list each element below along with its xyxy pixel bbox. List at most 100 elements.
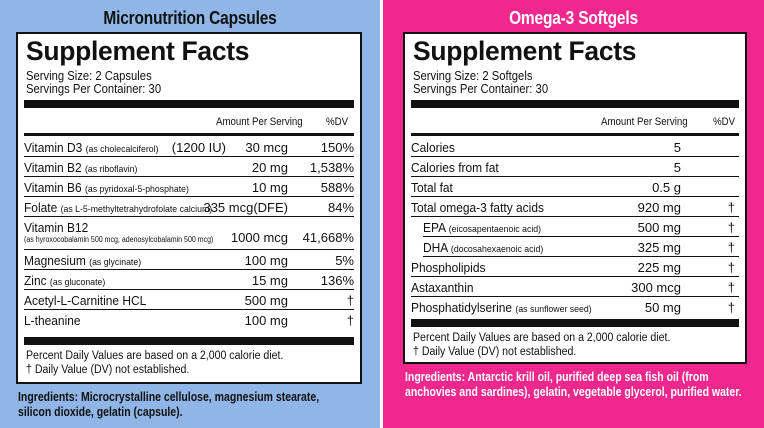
nutrient-name: EPA xyxy=(423,220,446,235)
ingredients-line: Ingredients: Antarctic krill oil, purifi… xyxy=(405,370,709,384)
footnote-dv-not-established: † Daily Value (DV) not established. xyxy=(26,364,190,376)
nutrient-row: Phosphatidylserine (as sunflower seed) 5… xyxy=(411,297,739,317)
facts-title: Supplement Facts xyxy=(26,36,250,66)
nutrient-dv: 150% xyxy=(320,140,354,155)
nutrient-name: Total omega-3 fatty acids xyxy=(411,200,544,215)
nutrient-source: (as cholecalciferol) xyxy=(85,144,159,155)
nutrient-row: Total omega-3 fatty acids 920 mg † xyxy=(411,197,739,217)
nutrient-row: DHA (docosahexaenoic acid) 325 mg † xyxy=(423,237,739,257)
header-amount: Amount Per Serving xyxy=(601,116,688,128)
nutrient-amount: 920 mg xyxy=(637,200,681,215)
footnote-daily-values: Percent Daily Values are based on a 2,00… xyxy=(26,350,284,362)
nutrient-dv: † xyxy=(727,260,735,275)
ingredients-line: silicon dioxide, gelatin (capsule). xyxy=(18,405,183,419)
nutrient-dv: † xyxy=(727,200,735,215)
nutrient-dv: † xyxy=(727,300,735,315)
nutrient-amount: 225 mg xyxy=(637,260,681,275)
footnote-daily-values: Percent Daily Values are based on a 2,00… xyxy=(413,332,671,344)
nutrient-source: (docosahexaenoic acid) xyxy=(450,244,544,255)
nutrient-row: Astaxanthin 300 mcg † xyxy=(411,277,739,297)
nutrient-amount: 500 mg xyxy=(637,220,681,235)
supplement-facts-label: Supplement Facts Serving Size: 2 Capsule… xyxy=(16,32,362,384)
nutrient-dv: 1,538% xyxy=(309,160,354,175)
nutrient-amount: 30 mcg xyxy=(245,140,288,155)
footnote-dv-not-established: † Daily Value (DV) not established. xyxy=(413,346,577,358)
supplement-facts-label: Supplement Facts Serving Size: 2 Softgel… xyxy=(403,32,747,364)
nutrient-iu: (1200 IU) xyxy=(171,140,226,155)
nutrient-row: Acetyl-L-Carnitine HCL 500 mg † xyxy=(24,290,354,310)
nutrient-name: Vitamin D3 xyxy=(24,140,83,155)
nutrient-row: Phospholipids 225 mg † xyxy=(411,257,739,277)
nutrient-name: Calories xyxy=(411,140,455,155)
ingredients: Ingredients: Microcrystalline cellulose,… xyxy=(18,390,319,420)
servings-per-container: Servings Per Container: 30 xyxy=(26,82,162,96)
servings-per-container: Servings Per Container: 30 xyxy=(413,82,549,96)
nutrient-row: L-theanine 100 mg † xyxy=(24,310,354,330)
nutrient-amount: 100 mg xyxy=(244,253,288,268)
nutrient-dv: † xyxy=(727,220,735,235)
nutrient-name: Astaxanthin xyxy=(411,280,474,295)
nutrient-name: Phosphatidylserine xyxy=(411,300,513,315)
nutrient-name: Vitamin B12 xyxy=(24,220,89,235)
nutrient-source: (as riboflavin) xyxy=(84,164,138,175)
nutrient-dv: † xyxy=(346,313,354,328)
facts-title: Supplement Facts xyxy=(413,36,637,66)
divider-bar xyxy=(411,100,739,108)
nutrient-amount: 5 xyxy=(673,140,681,155)
nutrient-row: Folate (as L-5-methyltetrahydrofolate ca… xyxy=(24,197,354,217)
nutrient-amount: 0.5 g xyxy=(652,180,681,195)
ingredients-line: anchovies and sardines), gelatin, vegeta… xyxy=(405,385,742,399)
nutrient-amount: 335 mcg(DFE) xyxy=(203,200,288,215)
ingredients-line: Ingredients: Microcrystalline cellulose,… xyxy=(18,390,320,404)
nutrient-row: Zinc (as gluconate) 15 mg 136% xyxy=(24,270,354,290)
nutrient-name: Total fat xyxy=(411,180,453,195)
divider-bar xyxy=(24,100,354,108)
nutrient-name: Vitamin B2 xyxy=(24,160,82,175)
nutrient-source: (as gluconate) xyxy=(49,277,106,288)
panel-title: Micronutrition Capsules xyxy=(103,8,277,28)
nutrient-row: Vitamin B6 (as pyridoxal-5-phosphate) 10… xyxy=(24,177,354,197)
ingredients: Ingredients: Antarctic krill oil, purifi… xyxy=(405,370,742,400)
nutrient-amount: 10 mg xyxy=(251,180,288,195)
nutrient-amount: 5 xyxy=(673,160,681,175)
nutrient-dv: † xyxy=(727,240,735,255)
nutrient-dv: 41,668% xyxy=(302,230,354,245)
nutrient-dv: 84% xyxy=(327,200,354,215)
nutrient-source: (as pyridoxal-5-phosphate) xyxy=(84,184,189,195)
omega3-panel: Omega-3 Softgels Supplement Facts Servin… xyxy=(383,0,764,428)
nutrient-row: Total fat 0.5 g xyxy=(411,177,739,197)
nutrient-name: Folate xyxy=(24,200,58,215)
nutrient-name: DHA xyxy=(423,240,448,255)
nutrient-row: Magnesium (as glycinate) 100 mg 5% xyxy=(24,250,354,270)
nutrient-source: (as glycinate) xyxy=(89,257,142,268)
nutrient-source: (as sunflower seed) xyxy=(515,304,592,315)
nutrient-row: Calories 5 xyxy=(411,137,739,157)
nutrient-name: Calories from fat xyxy=(411,160,499,175)
nutrient-name: Phospholipids xyxy=(411,260,486,275)
nutrient-amount: 1000 mcg xyxy=(230,230,288,245)
divider-line xyxy=(24,133,354,136)
nutrient-source: (as hyroxocobalamin 500 mcg, adenosylcob… xyxy=(24,235,214,244)
nutrient-row: Calories from fat 5 xyxy=(411,157,739,177)
serving-size: Serving Size: 2 Capsules xyxy=(26,69,152,83)
panel-title: Omega-3 Softgels xyxy=(509,8,638,28)
serving-size: Serving Size: 2 Softgels xyxy=(413,69,533,83)
nutrient-name: Zinc xyxy=(24,273,47,288)
nutrient-dv: † xyxy=(346,293,354,308)
nutrient-row: Vitamin B12 (as hyroxocobalamin 500 mcg,… xyxy=(24,217,354,250)
nutrient-name: L-theanine xyxy=(24,313,81,328)
nutrient-amount: 20 mg xyxy=(251,160,288,175)
nutrient-source: (eicosapentaenoic acid) xyxy=(448,224,542,235)
nutrient-amount: 300 mcg xyxy=(631,280,681,295)
nutrient-amount: 100 mg xyxy=(244,313,288,328)
nutrient-amount: 50 mg xyxy=(644,300,681,315)
nutrient-row: Vitamin D3 (as cholecalciferol) (1200 IU… xyxy=(24,137,354,157)
nutrient-name: Acetyl-L-Carnitine HCL xyxy=(24,293,147,308)
nutrient-name: Magnesium xyxy=(24,253,86,268)
nutrient-source: (as L-5-methyltetrahydrofolate calcium) xyxy=(60,204,213,215)
header-dv: %DV xyxy=(713,116,736,128)
nutrient-row: Vitamin B2 (as riboflavin) 20 mg 1,538% xyxy=(24,157,354,177)
nutrient-amount: 500 mg xyxy=(244,293,288,308)
nutrient-dv: 588% xyxy=(320,180,354,195)
divider-bar xyxy=(24,337,354,345)
